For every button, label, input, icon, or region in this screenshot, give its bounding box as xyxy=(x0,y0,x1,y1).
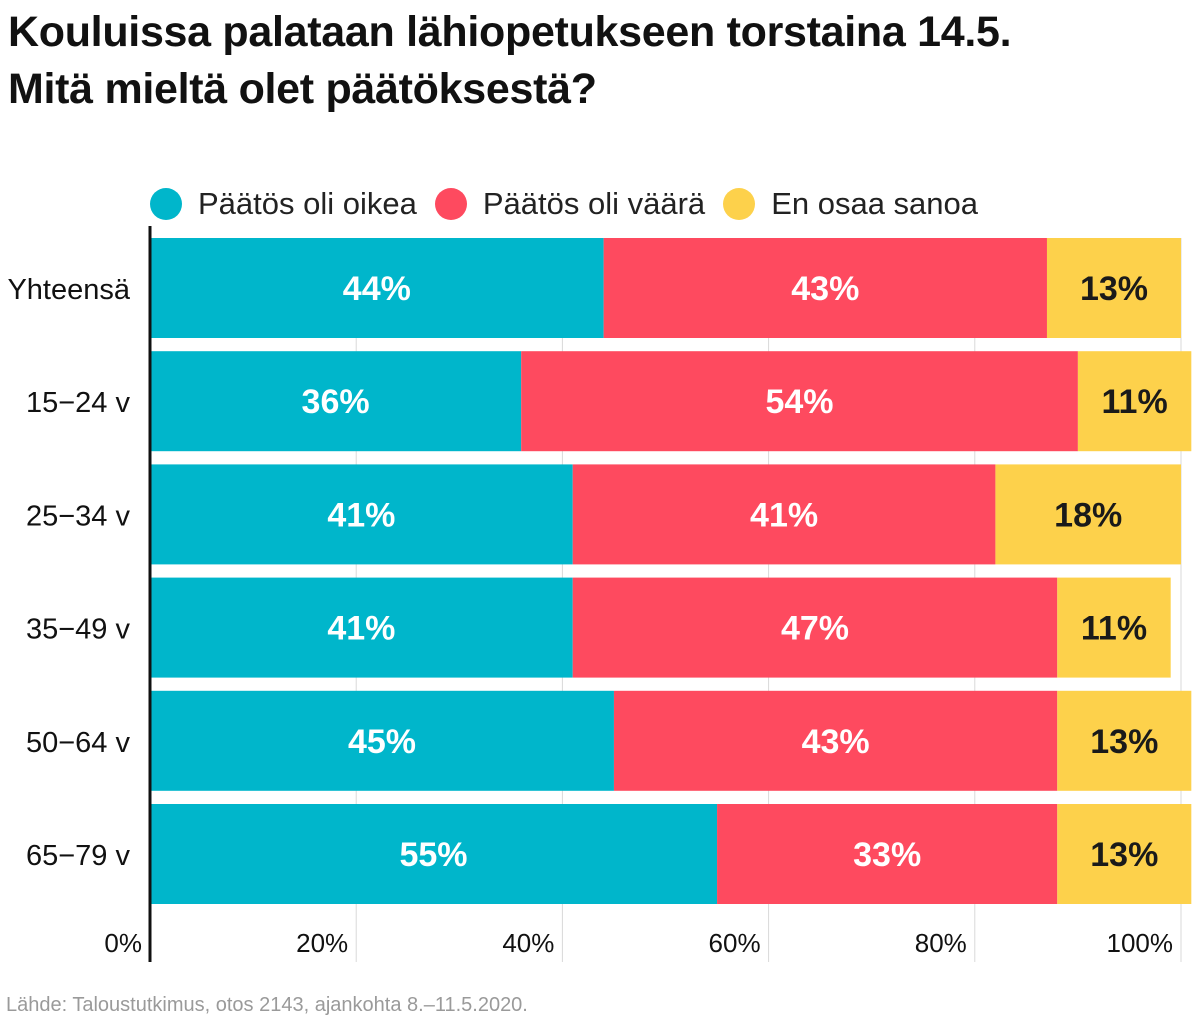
category-label: 50−64 v xyxy=(26,727,131,759)
x-tick-label: 60% xyxy=(709,928,761,958)
data-label-eos: 13% xyxy=(1080,270,1148,308)
x-tick-label: 20% xyxy=(296,928,348,958)
data-label-oikea: 41% xyxy=(327,610,395,648)
category-label: 25−34 v xyxy=(26,500,131,532)
category-label: Yhteensä xyxy=(7,274,130,306)
category-label: 15−24 v xyxy=(26,387,131,419)
data-label-vaara: 33% xyxy=(853,836,921,874)
category-label: 65−79 v xyxy=(26,840,131,872)
data-label-eos: 13% xyxy=(1090,836,1158,874)
stacked-bar-chart: Yhteensä 44% 43% 13% 15−24 v 36% 54% 11% 25−34 v… xyxy=(0,0,1198,980)
data-label-vaara: 43% xyxy=(802,723,870,761)
x-tick-label: 40% xyxy=(502,928,554,958)
data-label-vaara: 54% xyxy=(765,383,833,421)
data-label-vaara: 43% xyxy=(791,270,859,308)
data-label-eos: 11% xyxy=(1102,383,1168,421)
data-label-eos: 18% xyxy=(1054,496,1122,534)
data-label-vaara: 41% xyxy=(750,496,818,534)
data-label-oikea: 55% xyxy=(399,836,467,874)
x-tick-label: 80% xyxy=(915,928,967,958)
data-label-oikea: 44% xyxy=(343,270,411,308)
x-tick-label: 100% xyxy=(1107,928,1174,958)
data-label-eos: 11% xyxy=(1081,610,1147,648)
category-label: 35−49 v xyxy=(26,614,131,646)
data-label-oikea: 45% xyxy=(348,723,416,761)
data-label-vaara: 47% xyxy=(781,610,849,648)
data-label-oikea: 36% xyxy=(302,383,370,421)
x-tick-label: 0% xyxy=(104,928,142,958)
source-note: Lähde: Taloustutkimus, otos 2143, ajanko… xyxy=(6,994,528,1017)
data-label-eos: 13% xyxy=(1090,723,1158,761)
data-label-oikea: 41% xyxy=(327,496,395,534)
